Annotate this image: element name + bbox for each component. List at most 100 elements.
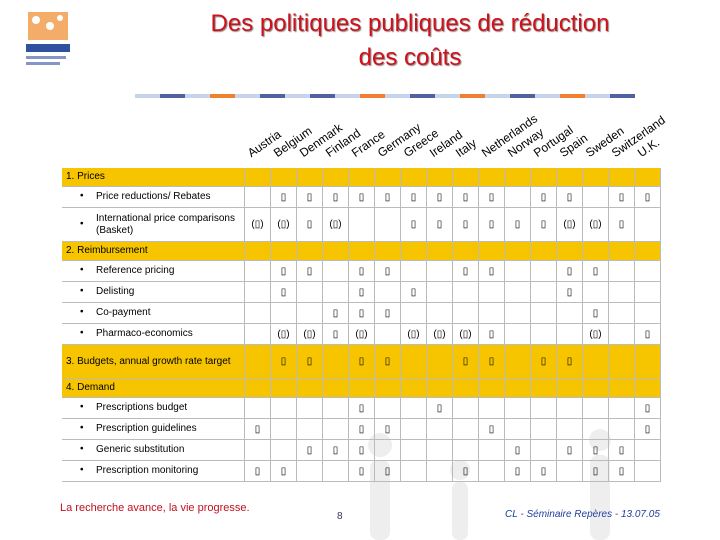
- cell: [427, 168, 453, 187]
- cell: (▯): [583, 324, 609, 345]
- cell: [635, 261, 661, 282]
- cell: [297, 168, 323, 187]
- cell: ▯: [271, 187, 297, 208]
- cell: [453, 379, 479, 398]
- cell: (▯): [245, 208, 271, 242]
- cell: [323, 282, 349, 303]
- cell: ▯: [609, 187, 635, 208]
- cell: ▯: [349, 398, 375, 419]
- cell: [531, 261, 557, 282]
- cell: [635, 461, 661, 482]
- cell: ▯: [583, 303, 609, 324]
- cell: [453, 168, 479, 187]
- cell: ▯: [401, 208, 427, 242]
- cell: ▯: [531, 208, 557, 242]
- cell: [453, 440, 479, 461]
- cell: [583, 187, 609, 208]
- cell: [297, 419, 323, 440]
- cell: [505, 168, 531, 187]
- cell: [531, 168, 557, 187]
- cell: [531, 440, 557, 461]
- cell: (▯): [401, 324, 427, 345]
- cell: [505, 282, 531, 303]
- cell: [557, 324, 583, 345]
- title-line: des coûts: [358, 44, 462, 71]
- cell: [427, 440, 453, 461]
- cell: [245, 324, 271, 345]
- cell: ▯: [531, 345, 557, 379]
- cell: [609, 345, 635, 379]
- cell: [609, 324, 635, 345]
- cell: [427, 345, 453, 379]
- slogan: La recherche avance, la vie progresse.: [60, 502, 250, 514]
- cell: [323, 168, 349, 187]
- cell: [531, 324, 557, 345]
- cell: ▯: [271, 345, 297, 379]
- cell: ▯: [349, 440, 375, 461]
- cell: ▯: [375, 261, 401, 282]
- page-number: 8: [337, 511, 343, 522]
- cell: ▯: [375, 187, 401, 208]
- cell: (▯): [271, 324, 297, 345]
- cell: (▯): [297, 324, 323, 345]
- cell: [453, 242, 479, 261]
- cell: ▯: [531, 187, 557, 208]
- cell: ▯: [375, 461, 401, 482]
- cell: ▯: [635, 398, 661, 419]
- cell: [401, 345, 427, 379]
- cell: [583, 282, 609, 303]
- cell: (▯): [583, 208, 609, 242]
- cell: ▯: [453, 461, 479, 482]
- cell: [479, 461, 505, 482]
- cell: [609, 303, 635, 324]
- cell: [323, 261, 349, 282]
- cell: ▯: [271, 461, 297, 482]
- cell: ▯: [505, 440, 531, 461]
- cell: [401, 303, 427, 324]
- cell: ▯: [505, 461, 531, 482]
- cell: [245, 379, 271, 398]
- cell: [453, 398, 479, 419]
- cell: ▯: [583, 440, 609, 461]
- cell: ▯: [349, 187, 375, 208]
- cell: [531, 398, 557, 419]
- cell: ▯: [479, 187, 505, 208]
- cell: [401, 242, 427, 261]
- row-label: Pharmaco-economics: [62, 324, 245, 345]
- cell: [609, 261, 635, 282]
- cell: [557, 168, 583, 187]
- cell: [271, 242, 297, 261]
- cell: ▯: [453, 261, 479, 282]
- cell: [531, 419, 557, 440]
- cell: (▯): [427, 324, 453, 345]
- cell: [245, 242, 271, 261]
- cell: ▯: [349, 419, 375, 440]
- cell: ▯: [349, 461, 375, 482]
- cell: ▯: [349, 303, 375, 324]
- cell: [401, 419, 427, 440]
- cell: ▯: [271, 261, 297, 282]
- cell: [557, 419, 583, 440]
- cell: (▯): [323, 208, 349, 242]
- cell: [375, 282, 401, 303]
- cell: ▯: [557, 345, 583, 379]
- cell: [245, 261, 271, 282]
- logo: [26, 12, 70, 65]
- cell: [401, 168, 427, 187]
- cell: [583, 398, 609, 419]
- cell: ▯: [453, 187, 479, 208]
- cell: [479, 379, 505, 398]
- cell: [505, 242, 531, 261]
- cell: [401, 379, 427, 398]
- cell: [271, 303, 297, 324]
- cell: ▯: [297, 440, 323, 461]
- cell: (▯): [349, 324, 375, 345]
- cell: [609, 168, 635, 187]
- cell: [505, 187, 531, 208]
- cell: [245, 168, 271, 187]
- cell: ▯: [297, 208, 323, 242]
- cell: [505, 379, 531, 398]
- section-label: 3. Budgets, annual growth rate target: [62, 345, 245, 379]
- cell: ▯: [479, 261, 505, 282]
- cell: [505, 303, 531, 324]
